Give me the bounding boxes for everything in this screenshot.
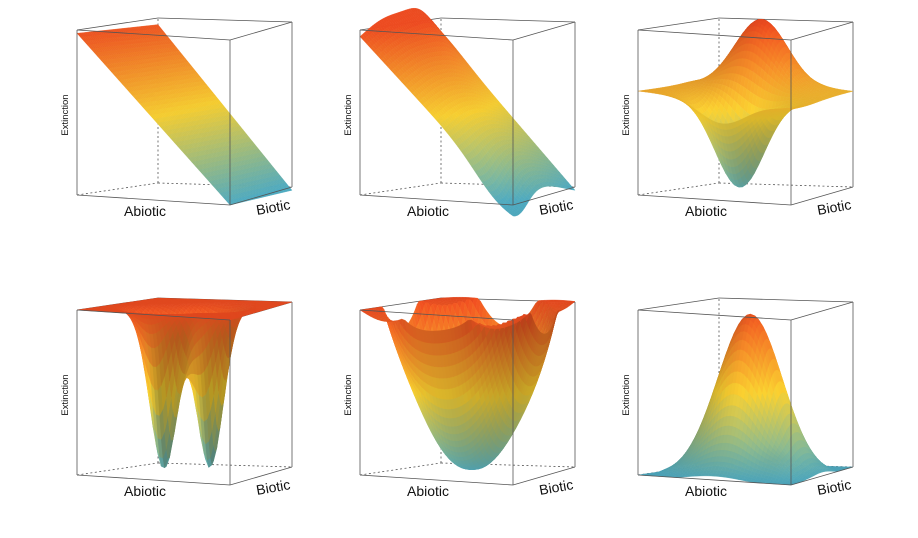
box-edge xyxy=(638,18,719,30)
surface-mesh xyxy=(77,25,292,205)
box-hidden-edge xyxy=(77,183,158,195)
box-edge xyxy=(158,18,292,22)
box-hidden-edge xyxy=(638,183,719,195)
box-edge xyxy=(441,18,575,22)
box-edge xyxy=(719,18,853,22)
x-axis-label: Abiotic xyxy=(407,203,449,219)
box-hidden-edge xyxy=(360,183,441,195)
surface-mesh xyxy=(638,19,853,187)
z-axis-label: Extinction xyxy=(60,94,71,135)
x-axis-label: Abiotic xyxy=(124,203,166,219)
box-edge xyxy=(791,22,853,40)
z-axis-label: Extinction xyxy=(343,94,354,135)
surface-mesh xyxy=(360,8,575,216)
